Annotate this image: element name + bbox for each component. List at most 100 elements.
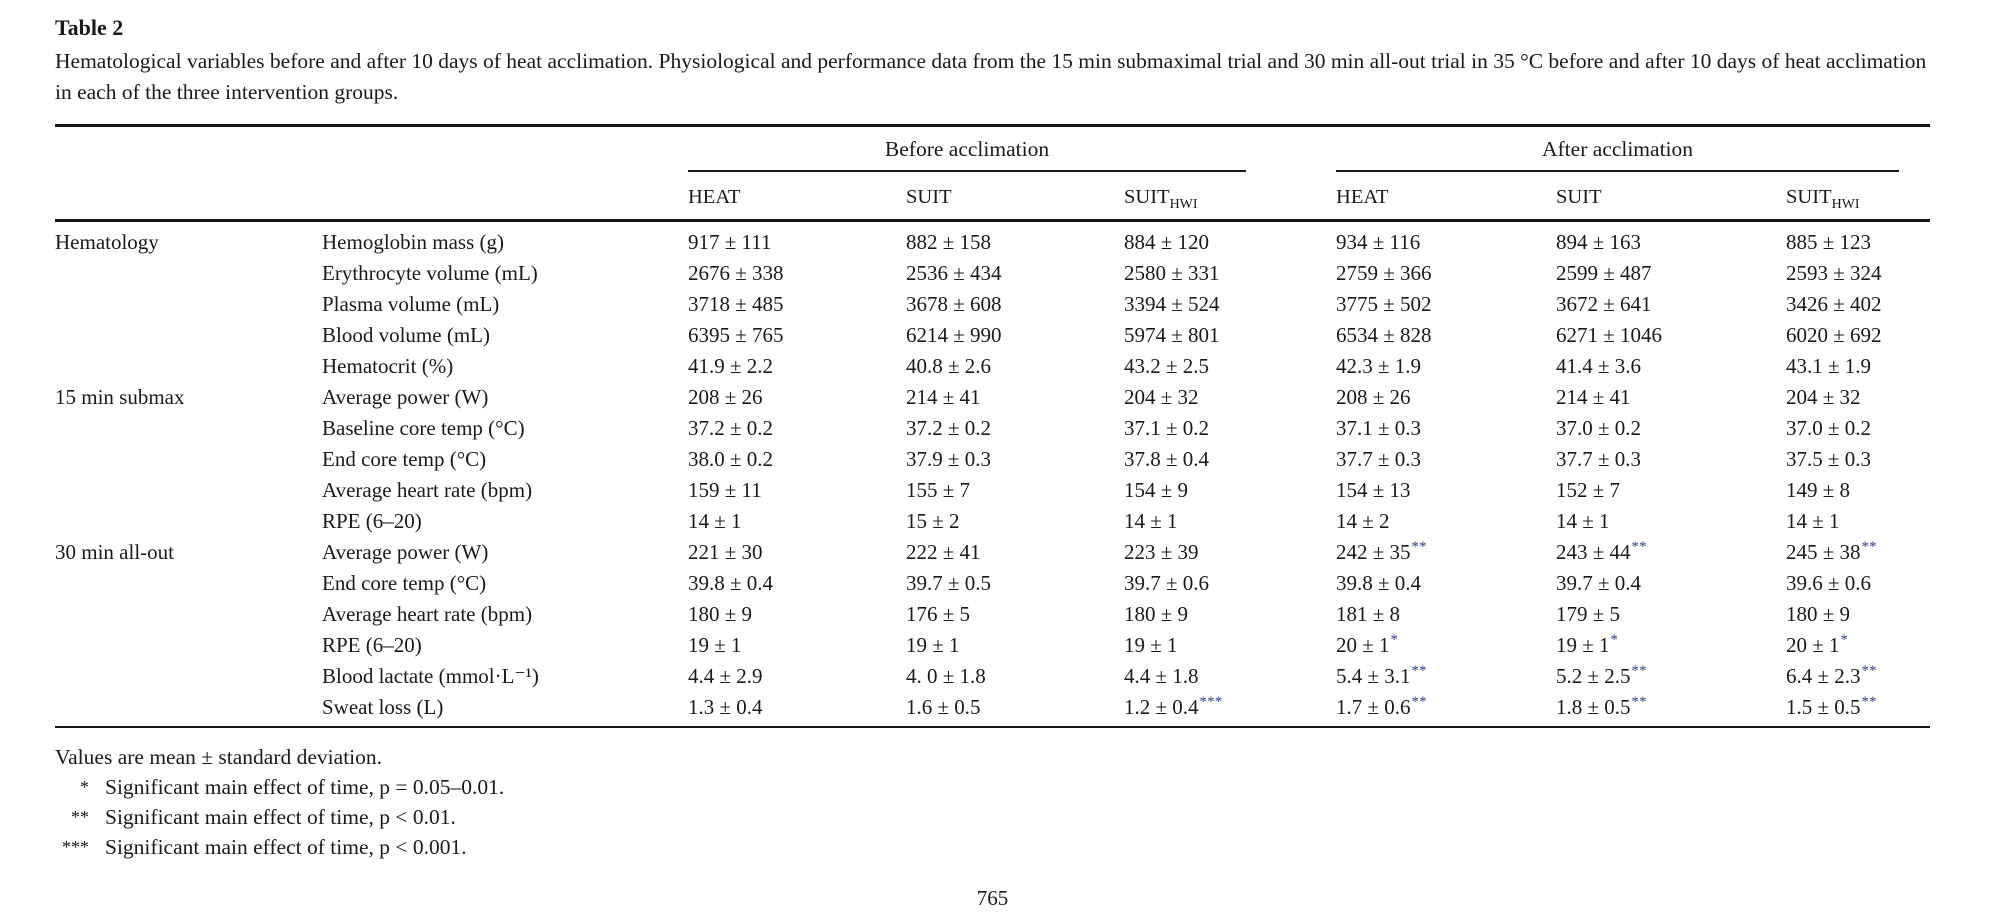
- value-cell: 3672 ± 641: [1556, 292, 1652, 316]
- significance-marker: **: [1411, 663, 1428, 679]
- column-header-suit-before: SUIT: [906, 172, 1124, 222]
- significance-marker: *: [1610, 632, 1619, 648]
- value-cell: 1.6 ± 0.5: [906, 695, 981, 719]
- value-cell: 214 ± 41: [1556, 385, 1631, 409]
- table-row: RPE (6–20) 14 ± 1 15 ± 2 14 ± 1 14 ± 2 14 ± 1…: [55, 506, 1930, 537]
- value-cell: 39.6 ± 0.6: [1786, 571, 1872, 595]
- value-cell: 39.7 ± 0.4: [1556, 571, 1642, 595]
- section-label: [55, 444, 322, 475]
- value-cell: 1.7 ± 0.6**: [1336, 694, 1428, 719]
- variable-label: Blood lactate (mmol·L⁻¹): [322, 664, 539, 688]
- table-row: Blood lactate (mmol·L⁻¹) 4.4 ± 2.9 4. 0 ± …: [55, 661, 1930, 692]
- section-label: [55, 599, 322, 630]
- value-cell: 243 ± 44**: [1556, 539, 1648, 564]
- variable-label: Baseline core temp (°C): [322, 416, 525, 440]
- spacer-cell: [322, 172, 688, 222]
- value-cell: 37.1 ± 0.3: [1336, 416, 1422, 440]
- significance-marker: **: [1861, 663, 1878, 679]
- variable-label: Hemoglobin mass (g): [322, 230, 504, 254]
- section-label: 30 min all-out: [55, 540, 174, 564]
- variable-label: Average heart rate (bpm): [322, 478, 533, 502]
- footnote-general: Values are mean ± standard deviation.: [55, 745, 383, 769]
- variable-label: Blood volume (mL): [322, 323, 490, 347]
- value-cell: 1.2 ± 0.4***: [1124, 694, 1223, 719]
- footnote-marker: ***: [62, 837, 89, 857]
- value-cell: 1.3 ± 0.4: [688, 695, 763, 719]
- column-header-subscript: HWI: [1169, 197, 1198, 213]
- significance-marker: **: [1411, 539, 1428, 555]
- value-cell: 37.2 ± 0.2: [688, 416, 774, 440]
- table-row: End core temp (°C) 38.0 ± 0.2 37.9 ± 0.3 37…: [55, 444, 1930, 475]
- column-header-label: SUIT: [1786, 186, 1832, 208]
- value-cell: 223 ± 39: [1124, 540, 1199, 564]
- value-cell: 41.9 ± 2.2: [688, 354, 774, 378]
- significance-marker: ***: [1199, 694, 1223, 710]
- table-caption: Hematological variables before and after…: [55, 49, 1927, 104]
- value-cell: 222 ± 41: [906, 540, 981, 564]
- value-cell: 14 ± 1: [688, 509, 742, 533]
- section-label: [55, 692, 322, 727]
- value-cell: 37.8 ± 0.4: [1124, 447, 1210, 471]
- column-header-row: HEAT SUIT SUITHWI HEAT SUIT SUITHWI: [55, 172, 1931, 222]
- footnote-text: Significant main effect of time, p = 0.0…: [105, 775, 505, 799]
- value-cell: 37.7 ± 0.3: [1336, 447, 1422, 471]
- table-row: 15 min submax Average power (W) 208 ± 26 21…: [55, 382, 1930, 413]
- footnote-marker: **: [71, 807, 89, 827]
- value-cell: 6534 ± 828: [1336, 323, 1432, 347]
- column-header-heat-after: HEAT: [1336, 172, 1557, 222]
- variable-label: Sweat loss (L): [322, 695, 444, 719]
- value-cell: 2536 ± 434: [906, 261, 1002, 285]
- value-cell: 19 ± 1: [688, 633, 742, 657]
- significance-marker: *: [1840, 632, 1849, 648]
- table-row: Average heart rate (bpm) 180 ± 9 176 ± 5 18…: [55, 599, 1930, 630]
- column-header-suithwi-before: SUITHWI: [1124, 172, 1337, 222]
- footnote-item: * Significant main effect of time, p = 0…: [55, 772, 1930, 802]
- column-header-suithwi-after: SUITHWI: [1786, 172, 1931, 222]
- value-cell: 15 ± 2: [906, 509, 960, 533]
- value-cell: 1.5 ± 0.5**: [1786, 694, 1878, 719]
- value-cell: 19 ± 1: [906, 633, 960, 657]
- section-label: [55, 568, 322, 599]
- value-cell: 180 ± 9: [1124, 602, 1189, 626]
- value-cell: 39.7 ± 0.6: [1124, 571, 1210, 595]
- value-cell: 37.5 ± 0.3: [1786, 447, 1872, 471]
- value-cell: 3394 ± 524: [1124, 292, 1220, 316]
- value-cell: 154 ± 9: [1124, 478, 1189, 502]
- value-cell: 1.8 ± 0.5**: [1556, 694, 1648, 719]
- value-cell: 2580 ± 331: [1124, 261, 1220, 285]
- column-header-label: HEAT: [688, 186, 741, 208]
- column-header-label: SUIT: [1124, 186, 1170, 208]
- value-cell: 204 ± 32: [1786, 385, 1861, 409]
- variable-label: End core temp (°C): [322, 571, 487, 595]
- footnote-item: ** Significant main effect of time, p < …: [55, 802, 1930, 832]
- value-cell: 6214 ± 990: [906, 323, 1002, 347]
- value-cell: 2759 ± 366: [1336, 261, 1432, 285]
- value-cell: 884 ± 120: [1124, 230, 1210, 254]
- column-header-label: SUIT: [1556, 186, 1602, 208]
- significance-marker: **: [1861, 694, 1878, 710]
- value-cell: 3775 ± 502: [1336, 292, 1432, 316]
- section-label: [55, 630, 322, 661]
- value-cell: 37.0 ± 0.2: [1786, 416, 1872, 440]
- table-row: End core temp (°C) 39.8 ± 0.4 39.7 ± 0.5 39…: [55, 568, 1930, 599]
- value-cell: 37.0 ± 0.2: [1556, 416, 1642, 440]
- value-cell: 180 ± 9: [1786, 602, 1851, 626]
- value-cell: 5.2 ± 2.5**: [1556, 663, 1648, 688]
- footnote-text: Significant main effect of time, p < 0.0…: [105, 805, 456, 829]
- significance-marker: *: [1390, 632, 1399, 648]
- value-cell: 6.4 ± 2.3**: [1786, 663, 1878, 688]
- significance-marker: **: [1861, 539, 1878, 555]
- variable-label: RPE (6–20): [322, 633, 422, 657]
- value-cell: 214 ± 41: [906, 385, 981, 409]
- value-cell: 37.1 ± 0.2: [1124, 416, 1210, 440]
- table-body: Hematology Hemoglobin mass (g) 917 ± 111 88…: [55, 221, 1930, 728]
- section-label: [55, 289, 322, 320]
- column-header-label: SUIT: [906, 186, 952, 208]
- variable-label: Average power (W): [322, 385, 489, 409]
- value-cell: 40.8 ± 2.6: [906, 354, 992, 378]
- variable-label: RPE (6–20): [322, 509, 422, 533]
- value-cell: 894 ± 163: [1556, 230, 1642, 254]
- value-cell: 39.7 ± 0.5: [906, 571, 992, 595]
- footnote-item: *** Significant main effect of time, p <…: [55, 832, 1930, 862]
